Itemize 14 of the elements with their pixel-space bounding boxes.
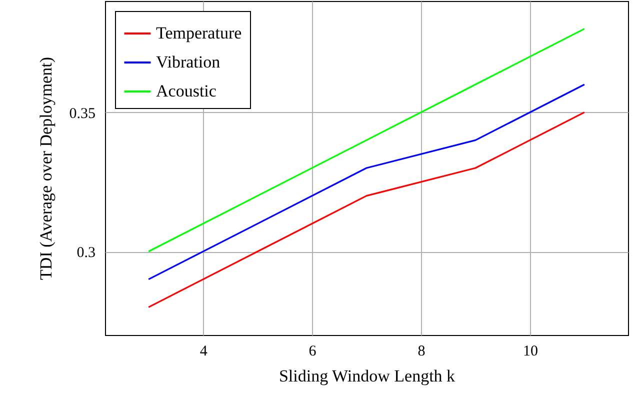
y-tick-label: 0.35: [69, 106, 96, 122]
x-tick-label: 10: [522, 344, 538, 360]
x-axis-title: Sliding Window Length k: [278, 366, 456, 386]
y-axis-title: TDI (Average over Deployment): [36, 57, 56, 280]
legend-label: Acoustic: [156, 82, 217, 100]
line-series: [148, 84, 586, 280]
legend-label: Temperature: [156, 24, 242, 42]
x-tick-label: 6: [308, 344, 317, 360]
line-series: [148, 112, 586, 308]
x-tick-label: 4: [200, 344, 208, 360]
y-tick-label: 0.3: [76, 245, 96, 261]
line-series: [148, 28, 586, 252]
legend-label: Vibration: [156, 52, 221, 72]
x-tick-label: 8: [418, 344, 426, 360]
